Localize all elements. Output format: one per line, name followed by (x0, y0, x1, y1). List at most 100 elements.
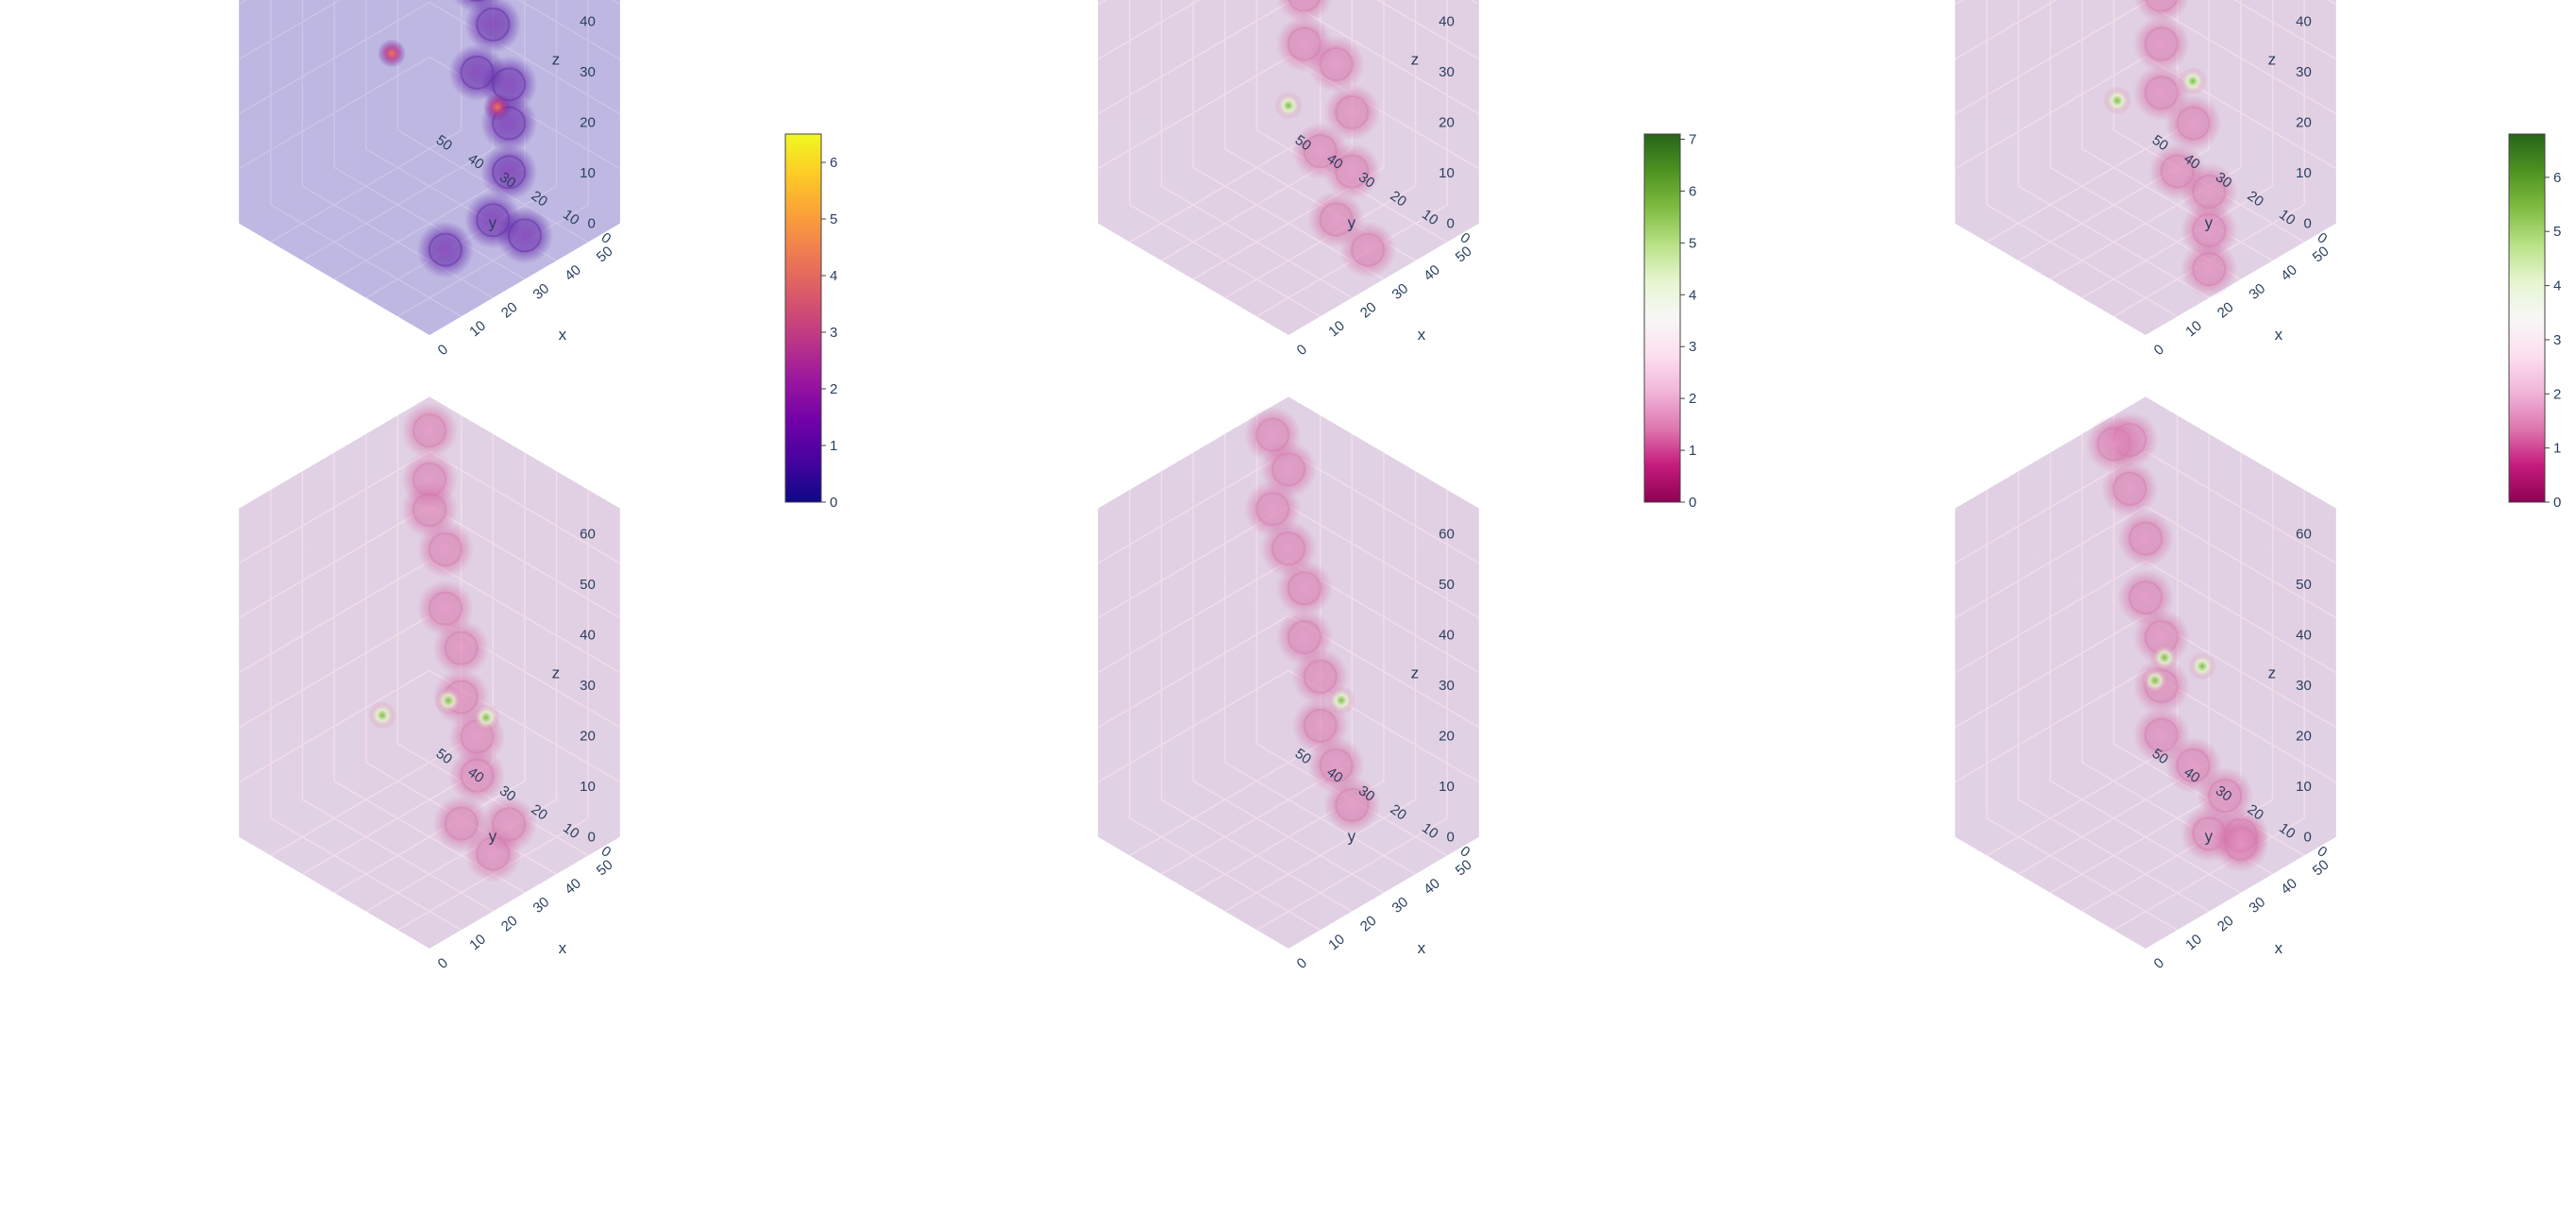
z-tick-label: 10 (2296, 165, 2312, 181)
x-tick-label: 50 (2310, 857, 2332, 880)
colorbar-tick-label: 4 (830, 268, 837, 284)
volume-blob (2133, 0, 2190, 24)
volume-blob-ring (1271, 531, 1305, 566)
volume-isosurface (368, 402, 538, 882)
y-tick-label: 50 (1292, 746, 1314, 767)
y-tick-label: 10 (2276, 207, 2298, 228)
volume-blob-ring (2160, 154, 2195, 189)
volume-hot-spot (434, 686, 463, 715)
volume-blob-ring (1255, 492, 1290, 527)
volume-hot-spot (2150, 643, 2179, 672)
y-tick-label: 20 (1388, 801, 1409, 823)
colorbar-tick-label: 6 (2553, 170, 2561, 186)
y-axis-title: y (2205, 214, 2214, 232)
volume-blob-ring (1319, 748, 1354, 782)
colorbar-tick-label: 3 (2553, 332, 2561, 348)
volume-blob-ring (444, 806, 479, 841)
z-tick-label: 50 (2296, 577, 2312, 593)
volume-hot-spot (378, 39, 406, 68)
z-tick-label: 20 (580, 729, 596, 745)
volume-box (239, 0, 620, 335)
y-tick-label: 10 (1419, 820, 1440, 842)
z-tick-label: 30 (1439, 678, 1455, 694)
chart-panel-1: 01020304050600102030405001020304050zyx01… (238, 0, 837, 511)
colorbar-gradient (784, 133, 822, 503)
x-tick-label: 40 (562, 875, 584, 898)
z-tick-label: 20 (580, 115, 596, 131)
z-tick-label: 0 (1446, 830, 1454, 846)
volume-isosurface (2103, 0, 2238, 298)
x-tick-label: 20 (498, 299, 521, 322)
x-tick-label: 40 (1421, 261, 1443, 284)
volume-blob-ring (469, 0, 485, 2)
z-tick-label: 10 (580, 165, 596, 181)
y-axis-title: y (489, 828, 497, 846)
volume-blob-ring (1303, 708, 1338, 743)
volume-blob (2180, 241, 2238, 298)
y-tick-label: 20 (2245, 188, 2266, 210)
volume-blob-ring (1351, 232, 1386, 267)
volume-hot-spot (472, 703, 500, 732)
colorbar-tick-label: 1 (2553, 441, 2561, 457)
volume-blob-ring (1287, 571, 1322, 606)
y-tick-label: 30 (497, 169, 518, 191)
y-tick-label: 50 (433, 746, 455, 767)
volume-face (1955, 0, 2146, 335)
volume-blob (1307, 191, 1365, 248)
y-tick-label: 10 (560, 820, 581, 842)
grid-line (2145, 450, 2337, 564)
z-tick-label: 30 (2296, 64, 2312, 80)
z-tick-label: 30 (1439, 64, 1455, 80)
colorbar-tick-label: 5 (1689, 235, 1696, 251)
z-tick-label: 40 (580, 14, 596, 30)
y-tick-label: 10 (2276, 820, 2298, 842)
volume-hot-spot (1274, 91, 1303, 120)
x-axis-title: x (2275, 939, 2283, 957)
y-tick-label: 50 (2149, 132, 2171, 154)
z-tick-label: 20 (2296, 729, 2312, 745)
volume-blob-ring (428, 591, 463, 626)
volume-blob-ring (2096, 427, 2131, 462)
volume-blob (1323, 83, 1381, 141)
z-tick-label: 30 (2296, 678, 2312, 694)
colorbar: 0 1 2 3 4 5 6 7 (1643, 131, 1696, 511)
y-axis-title: y (2205, 828, 2214, 846)
z-tick-label: 50 (580, 577, 596, 593)
x-tick-label: 10 (466, 932, 489, 954)
volume-isosurface (378, 0, 553, 278)
y-tick-label: 30 (1355, 169, 1377, 191)
z-tick-label: 0 (1446, 216, 1454, 232)
volume-blob (2132, 15, 2190, 73)
volume-face (239, 0, 429, 335)
y-tick-label: 40 (1323, 151, 1345, 173)
volume-blob-ring (412, 462, 446, 496)
z-tick-label: 60 (2296, 526, 2312, 542)
x-tick-label: 50 (1453, 244, 1475, 266)
z-tick-label: 10 (1439, 779, 1455, 795)
z-axis-title: z (2268, 664, 2277, 682)
y-tick-label: 50 (1292, 132, 1314, 154)
x-tick-label: 30 (530, 894, 553, 916)
x-tick-label: 50 (594, 244, 616, 266)
x-tick-label: 20 (2214, 299, 2237, 322)
z-tick-label: 10 (580, 779, 596, 795)
volume-blob-ring (476, 7, 511, 42)
x-tick-label: 30 (1389, 894, 1412, 916)
x-tick-label: 10 (2182, 318, 2205, 341)
x-tick-label: 20 (498, 913, 521, 935)
y-axis-title: y (1348, 214, 1356, 232)
volume-isosurface (1244, 406, 1381, 833)
colorbar-tick-label: 0 (1689, 495, 1696, 511)
volume-blob (480, 796, 538, 853)
volume-blob-ring (2144, 26, 2179, 61)
x-tick-label: 0 (1294, 955, 1310, 972)
colorbar-tick-label: 2 (830, 381, 837, 397)
y-tick-label: 20 (529, 188, 550, 210)
y-tick-label: 40 (2180, 765, 2202, 786)
colorbar-tick-label: 0 (2553, 495, 2561, 511)
volume-face (1955, 508, 2146, 949)
z-axis-title: z (2268, 51, 2277, 69)
x-tick-label: 20 (1357, 299, 1380, 322)
volume-blob-ring (2113, 471, 2147, 506)
volume-blob-ring (460, 55, 495, 90)
